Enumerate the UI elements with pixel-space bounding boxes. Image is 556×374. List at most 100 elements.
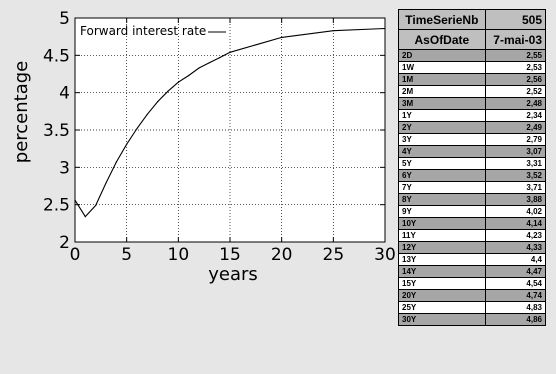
header-label: AsOfDate bbox=[398, 29, 486, 50]
forward-rate-chart: 0 5 10 15 20 25 30 2 2.5 3 3.5 4 4.5 5 percentage yea… bbox=[11, 9, 396, 285]
term-cell: 1Y bbox=[398, 109, 486, 122]
x-axis-title: years bbox=[208, 264, 258, 285]
data-point bbox=[384, 27, 386, 30]
table-row: 8Y 3,88 bbox=[398, 193, 547, 206]
data-point bbox=[208, 62, 210, 64]
table-row: 14Y 4,47 bbox=[398, 265, 547, 278]
table-row: 20Y 4,74 bbox=[398, 289, 547, 302]
rate-cell: 4,23 bbox=[484, 229, 547, 242]
rate-cell: 4,47 bbox=[484, 265, 547, 278]
x-tick-label: 0 bbox=[70, 245, 81, 265]
rate-cell: 2,79 bbox=[484, 133, 547, 146]
header-value: 505 bbox=[484, 9, 547, 30]
rate-cell: 2,56 bbox=[484, 73, 547, 86]
table-row: 10Y 4,14 bbox=[398, 217, 547, 230]
x-tick-label: 20 bbox=[271, 245, 293, 265]
term-cell: 9Y bbox=[398, 205, 486, 218]
data-point bbox=[146, 113, 148, 115]
term-cell: 14Y bbox=[398, 265, 486, 278]
table-row: 1W 2,53 bbox=[398, 61, 547, 74]
data-point bbox=[281, 36, 283, 39]
term-cell: 2Y bbox=[398, 121, 486, 134]
term-cell: 15Y bbox=[398, 277, 486, 290]
y-tick-label: 4.5 bbox=[43, 46, 70, 66]
term-cell: 3Y bbox=[398, 133, 486, 146]
term-cell: 1W bbox=[398, 61, 486, 74]
term-cell: 8Y bbox=[398, 193, 486, 206]
term-cell: 2D bbox=[398, 49, 486, 62]
x-tick-label: 30 bbox=[374, 245, 396, 265]
term-cell: 4Y bbox=[398, 145, 486, 158]
data-point bbox=[74, 199, 76, 201]
data-point bbox=[219, 56, 221, 59]
rate-cell: 4,74 bbox=[484, 289, 547, 302]
y-tick-label: 4 bbox=[59, 84, 70, 104]
data-point bbox=[332, 30, 334, 32]
term-structure-table: TimeSerieNb 505 AsOfDate 7-mai-03 2D 2,55 1W 2,… bbox=[398, 9, 547, 326]
rate-cell: 2,53 bbox=[484, 61, 547, 74]
rate-cell: 4,14 bbox=[484, 217, 547, 230]
x-tick-label: 5 bbox=[121, 245, 132, 265]
rate-cell: 4,86 bbox=[484, 313, 547, 326]
table-row: 12Y 4,33 bbox=[398, 241, 547, 254]
term-cell: 10Y bbox=[398, 217, 486, 230]
header-label: TimeSerieNb bbox=[398, 9, 486, 30]
rate-cell: 2,34 bbox=[484, 109, 547, 122]
grid bbox=[75, 18, 385, 242]
table-row: 5Y 3,31 bbox=[398, 157, 547, 170]
table-row: 2M 2,52 bbox=[398, 85, 547, 98]
term-cell: 2M bbox=[398, 85, 486, 98]
data-point bbox=[136, 127, 138, 130]
rate-cell: 4,4 bbox=[484, 253, 547, 266]
term-cell: 13Y bbox=[398, 253, 486, 266]
term-cell: 25Y bbox=[398, 301, 486, 314]
table-header-row: AsOfDate 7-mai-03 bbox=[398, 29, 547, 50]
rate-cell: 4,54 bbox=[484, 277, 547, 290]
data-point bbox=[188, 74, 190, 77]
table-row: 1M 2,56 bbox=[398, 73, 547, 86]
data-point bbox=[105, 182, 107, 184]
axis-ticks: 0 5 10 15 20 25 30 2 2.5 3 3.5 4 4.5 5 bbox=[43, 9, 396, 265]
term-cell: 1M bbox=[398, 73, 486, 86]
data-point bbox=[167, 90, 169, 92]
rate-cell: 3,52 bbox=[484, 169, 547, 182]
rate-cell: 4,33 bbox=[484, 241, 547, 254]
y-tick-label: 3 bbox=[59, 158, 70, 178]
term-cell: 30Y bbox=[398, 313, 486, 326]
data-point bbox=[84, 216, 86, 218]
table-row: 4Y 3,07 bbox=[398, 145, 547, 158]
data-point bbox=[115, 161, 117, 163]
data-point bbox=[157, 101, 159, 103]
data-point bbox=[177, 81, 179, 83]
table-row: 6Y 3,52 bbox=[398, 169, 547, 182]
rate-cell: 4,02 bbox=[484, 205, 547, 218]
term-cell: 11Y bbox=[398, 229, 486, 242]
rate-cell: 2,49 bbox=[484, 121, 547, 134]
table-row: 3M 2,48 bbox=[398, 97, 547, 110]
term-cell: 12Y bbox=[398, 241, 486, 254]
y-axis-title: percentage bbox=[11, 61, 32, 163]
table-row: 2Y 2,49 bbox=[398, 121, 547, 134]
y-tick-label: 2.5 bbox=[43, 196, 70, 216]
table-row: 30Y 4,86 bbox=[398, 313, 547, 326]
legend-label: Forward interest rate bbox=[80, 24, 206, 38]
y-tick-label: 5 bbox=[59, 9, 70, 29]
table-row: 9Y 4,02 bbox=[398, 205, 547, 218]
data-point bbox=[95, 204, 97, 207]
table-row: 25Y 4,83 bbox=[398, 301, 547, 314]
data-point bbox=[126, 143, 128, 145]
rate-cell: 2,48 bbox=[484, 97, 547, 110]
legend: Forward interest rate bbox=[80, 24, 226, 38]
rate-cell: 3,07 bbox=[484, 145, 547, 158]
data-point bbox=[198, 67, 200, 69]
x-tick-label: 10 bbox=[168, 245, 190, 265]
rate-cell: 4,83 bbox=[484, 301, 547, 314]
term-cell: 20Y bbox=[398, 289, 486, 302]
table-row: 1Y 2,34 bbox=[398, 109, 547, 122]
rate-cell: 3,88 bbox=[484, 193, 547, 206]
term-cell: 3M bbox=[398, 97, 486, 110]
term-cell: 5Y bbox=[398, 157, 486, 170]
rate-cell: 3,31 bbox=[484, 157, 547, 170]
table-row: 3Y 2,79 bbox=[398, 133, 547, 146]
series bbox=[74, 27, 386, 218]
